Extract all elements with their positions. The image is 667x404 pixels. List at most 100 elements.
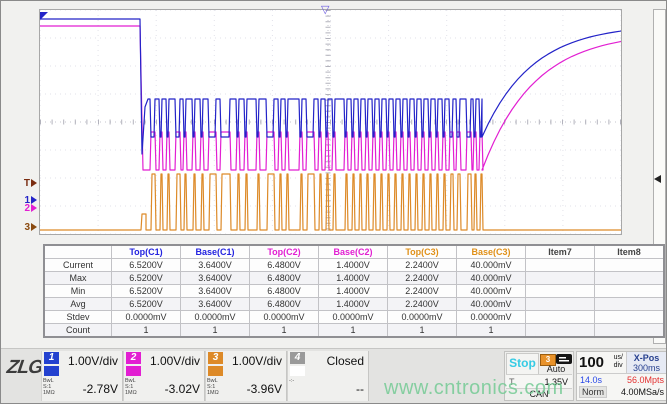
measurement-value: 2.2400V (387, 297, 457, 311)
sample-rate: 4.00MSa/s (620, 387, 664, 397)
measurement-value: 6.5200V (111, 271, 181, 285)
ch3-coupling-icon (208, 366, 223, 376)
channel1-block[interactable]: 1 BwL S:1 1MΩ 1.00V/div -2.78V (41, 351, 123, 401)
measurement-value (525, 310, 595, 324)
ch3-details: BwL S:1 1MΩ (207, 378, 219, 396)
ch2-ground-marker[interactable]: 2 (11, 204, 37, 214)
measurement-value: 0.0000mV (180, 310, 250, 324)
measurement-value: 3.6400V (180, 271, 250, 285)
ch2-scale: 1.00V/div (149, 354, 200, 368)
watermark: www.cntronics.com (384, 377, 564, 399)
waveform-plot[interactable] (39, 9, 622, 235)
row-label: Min (43, 284, 112, 298)
measurement-value (525, 323, 595, 338)
trigger-level-value: 1.35V (544, 377, 568, 387)
x-position[interactable]: X-Pos 300ms (627, 352, 666, 374)
measurement-value: 6.5200V (111, 258, 181, 272)
measurement-value: 6.5200V (111, 284, 181, 298)
ch3-ground-marker[interactable]: 3 (11, 223, 37, 233)
measurement-value: 40.000mV (456, 258, 526, 272)
ch3-badge: 3 (208, 352, 223, 364)
capture-window: 14.0s (580, 375, 603, 385)
table-row: Current 6.5200V 3.6400V 6.4800V 1.4000V 2.240… (43, 258, 665, 272)
measurement-value: 1 (456, 323, 526, 338)
measurement-value: 6.4800V (249, 284, 319, 298)
measurement-value: 6.4800V (249, 258, 319, 272)
ch1-badge: 1 (44, 352, 59, 364)
measurement-value (594, 284, 665, 298)
measurement-value (525, 258, 595, 272)
memory-depth: 56.0Mpts (626, 375, 664, 385)
trigger-level-label: T (509, 377, 515, 387)
trigger-block[interactable]: Stop 3 Auto T 1.35V CAN (504, 351, 574, 401)
measurement-value: 40.000mV (456, 271, 526, 285)
measurement-value: 0.0000mV (387, 310, 457, 324)
trigger-sweep-mode: Auto (546, 364, 566, 374)
column-header: Base(C3) (456, 244, 526, 259)
measurement-value: 1.4000V (318, 271, 388, 285)
measurement-value (594, 258, 665, 272)
channel2-block[interactable]: 2 BwL S:1 1MΩ 1.00V/div -3.02V (123, 351, 205, 401)
row-label: Stdev (43, 310, 112, 324)
table-row: Stdev 0.0000mV 0.0000mV 0.0000mV 0.0000mV 0.0… (43, 310, 665, 324)
trigger-type-label: CAN (529, 389, 549, 399)
ch4-details: -:- (289, 378, 295, 384)
column-header: Top(C3) (387, 244, 457, 259)
table-row: Count 1 1 1 1 1 1 (43, 323, 665, 338)
ch1-ground-marker[interactable]: 1 (11, 196, 37, 206)
table-row: Max 6.5200V 3.6400V 6.4800V 1.4000V 2.2400V 40… (43, 271, 665, 285)
column-header: Base(C2) (318, 244, 388, 259)
measurement-value: 0.0000mV (456, 310, 526, 324)
column-header: Top(C1) (111, 244, 181, 259)
measurement-value: 1 (318, 323, 388, 338)
table-corner (43, 244, 112, 259)
timebase-block[interactable]: 100 us/div X-Pos 300ms 14.0s 56.0Mpts No… (576, 351, 666, 401)
measurement-value: 40.000mV (456, 297, 526, 311)
measurement-value: 1.4000V (318, 258, 388, 272)
measurement-value: 40.000mV (456, 284, 526, 298)
measurement-value: 0.0000mV (249, 310, 319, 324)
measurement-table: Top(C1) Base(C1) Top(C2) Base(C2) Top(C3) Bas… (43, 244, 665, 338)
ch4-offset: -- (356, 382, 364, 396)
measurement-value: 1.4000V (318, 284, 388, 298)
run-state-button[interactable]: Stop (506, 353, 539, 375)
trigger-level-marker[interactable]: T (11, 179, 37, 189)
measurement-value: 2.2400V (387, 271, 457, 285)
trigger-position-marker[interactable]: ▽ (321, 4, 330, 16)
measurement-value: 0.0000mV (318, 310, 388, 324)
row-label: Avg (43, 297, 112, 311)
measurement-value (525, 297, 595, 311)
column-header: Base(C1) (180, 244, 250, 259)
measurement-value (525, 271, 595, 285)
trace-start-flag-icon (40, 12, 48, 20)
measurement-value: 1 (111, 323, 181, 338)
waveform-canvas (40, 10, 621, 234)
row-label: Count (43, 323, 112, 338)
ch2-offset: -3.02V (164, 382, 200, 396)
measurement-value (594, 310, 665, 324)
measurement-value: 3.6400V (180, 297, 250, 311)
measurement-value (525, 284, 595, 298)
measurement-value (594, 271, 665, 285)
column-header: Item8 (594, 244, 665, 259)
ch1-details: BwL S:1 1MΩ (43, 378, 55, 396)
timebase-scale[interactable]: 100 us/div (577, 352, 627, 374)
measurement-value: 0.0000mV (111, 310, 181, 324)
measurement-value: 6.4800V (249, 297, 319, 311)
channel3-block[interactable]: 3 BwL S:1 1MΩ 1.00V/div -3.96V (205, 351, 287, 401)
measurement-value: 3.6400V (180, 258, 250, 272)
trigger-level-right-arrow-icon[interactable] (654, 175, 661, 183)
ch1-offset: -2.78V (82, 382, 118, 396)
ch2-coupling-icon (126, 366, 141, 376)
measurement-value: 6.4800V (249, 271, 319, 285)
ch1-coupling-icon (44, 366, 59, 376)
ch3-offset: -3.96V (246, 382, 282, 396)
trigger-source-badge: 3 (540, 354, 556, 366)
measurement-value (594, 297, 665, 311)
measurement-value: 3.6400V (180, 284, 250, 298)
table-row: Avg 6.5200V 3.6400V 6.4800V 1.4000V 2.2400V 40… (43, 297, 665, 311)
measurement-value: 1 (249, 323, 319, 338)
channel4-block[interactable]: 4 -:- Closed -- (287, 351, 369, 401)
measurement-value: 6.5200V (111, 297, 181, 311)
